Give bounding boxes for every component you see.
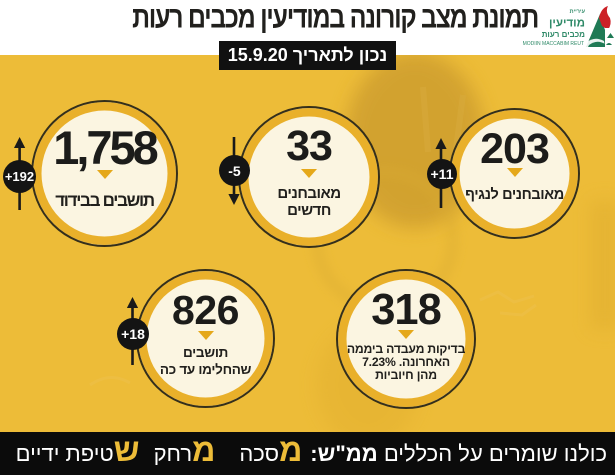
svg-text:מודיעין: מודיעין [549,18,585,30]
svg-text:עיריית: עיריית [570,9,586,15]
svg-text:מכבים רעות: מכבים רעות [542,30,585,39]
svg-text:MODIIN MACCABIM REUT: MODIIN MACCABIM REUT [523,41,584,47]
